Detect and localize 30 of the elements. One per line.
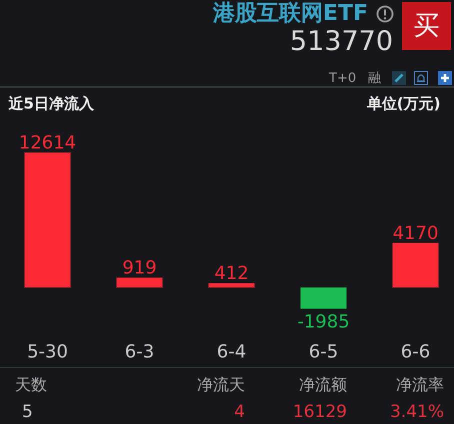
- x-tick-label: 6-5: [308, 342, 338, 362]
- x-tick-label: 6-3: [124, 342, 154, 362]
- x-tick-label: 5-30: [27, 342, 68, 362]
- y-axis-title: 单位(万元): [366, 94, 441, 112]
- text: 4: [234, 401, 245, 423]
- text: 3.41%: [390, 401, 444, 423]
- text: 5: [22, 401, 33, 423]
- data-label: 4170: [392, 222, 438, 244]
- bar: [392, 242, 438, 288]
- text: 净流额: [299, 374, 347, 396]
- text: 港股互联网ETF: [212, 0, 368, 28]
- text: 净流天: [197, 374, 245, 396]
- text: 天数: [15, 374, 47, 396]
- bar: [300, 288, 346, 309]
- chart-title: 近5日净流入: [8, 94, 95, 112]
- bar: [208, 283, 254, 288]
- text: 513770: [290, 26, 393, 58]
- data-label: 12614: [18, 132, 76, 154]
- buy-button: 买: [402, 2, 451, 50]
- bar: [116, 278, 162, 288]
- text: 净流率: [396, 374, 444, 396]
- data-label: 919: [122, 258, 157, 279]
- text: 16129: [292, 401, 347, 423]
- data-label: -1985: [297, 312, 350, 333]
- bar: [24, 152, 70, 288]
- x-tick-label: 6-6: [400, 342, 430, 362]
- text: T+0: [329, 70, 356, 88]
- text: 融: [368, 70, 381, 88]
- x-tick-label: 6-4: [216, 342, 246, 362]
- data-label: 412: [214, 263, 249, 284]
